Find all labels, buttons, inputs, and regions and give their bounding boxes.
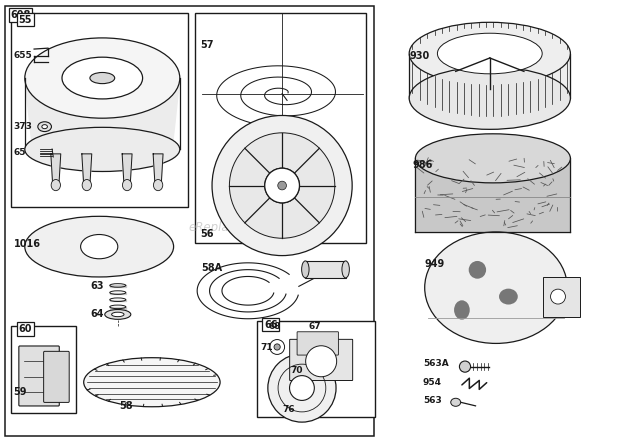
Ellipse shape (25, 38, 180, 118)
Ellipse shape (415, 134, 570, 183)
Text: 655: 655 (14, 51, 32, 60)
Text: 57: 57 (200, 41, 214, 50)
Ellipse shape (154, 179, 163, 190)
Text: 986: 986 (412, 160, 433, 170)
Text: 65: 65 (14, 148, 26, 157)
Circle shape (278, 181, 286, 190)
Polygon shape (122, 154, 132, 185)
Text: 56: 56 (200, 229, 214, 239)
Polygon shape (82, 154, 92, 185)
Text: 373: 373 (14, 122, 32, 131)
Text: 68: 68 (268, 322, 281, 331)
Text: 608: 608 (11, 10, 30, 20)
Polygon shape (110, 307, 126, 309)
Ellipse shape (342, 261, 350, 278)
Ellipse shape (25, 216, 174, 277)
Ellipse shape (105, 310, 131, 319)
Text: 563A: 563A (423, 359, 449, 368)
Ellipse shape (112, 312, 124, 317)
Circle shape (265, 168, 299, 203)
Text: 60: 60 (19, 324, 32, 334)
Ellipse shape (42, 124, 47, 129)
Circle shape (551, 289, 565, 304)
Circle shape (459, 361, 471, 372)
Polygon shape (110, 314, 126, 316)
Text: 76: 76 (282, 405, 294, 414)
Text: 55: 55 (19, 15, 32, 25)
Circle shape (212, 116, 352, 256)
Ellipse shape (469, 261, 486, 279)
Text: 58A: 58A (202, 263, 223, 273)
Text: 71: 71 (260, 343, 273, 352)
Ellipse shape (38, 122, 51, 132)
Polygon shape (25, 78, 180, 149)
FancyBboxPatch shape (43, 351, 69, 402)
Ellipse shape (409, 22, 570, 85)
Text: 1016: 1016 (14, 240, 41, 249)
Text: 954: 954 (423, 378, 442, 387)
Ellipse shape (425, 232, 567, 343)
Text: 70: 70 (290, 366, 303, 375)
Bar (195, 13, 366, 243)
Ellipse shape (265, 172, 299, 199)
Bar (5, 6, 374, 436)
Text: 563: 563 (423, 396, 441, 405)
Circle shape (270, 339, 285, 355)
Circle shape (306, 346, 337, 377)
Circle shape (290, 376, 314, 401)
FancyBboxPatch shape (297, 332, 339, 355)
Polygon shape (153, 154, 163, 185)
Ellipse shape (499, 289, 518, 305)
Polygon shape (51, 154, 61, 185)
Text: 67: 67 (309, 322, 321, 331)
Circle shape (229, 133, 335, 238)
Circle shape (268, 354, 336, 422)
Polygon shape (110, 293, 126, 294)
FancyBboxPatch shape (19, 346, 60, 406)
Text: 58: 58 (120, 401, 133, 411)
Text: 63: 63 (90, 281, 104, 291)
Bar (11, 13, 188, 207)
Text: 59: 59 (14, 388, 27, 397)
Ellipse shape (84, 358, 220, 407)
Polygon shape (409, 54, 570, 98)
Text: 949: 949 (425, 259, 445, 269)
Text: 64: 64 (90, 310, 104, 319)
Circle shape (265, 168, 299, 203)
Ellipse shape (301, 261, 309, 278)
Ellipse shape (82, 179, 92, 190)
Ellipse shape (409, 67, 570, 129)
Polygon shape (110, 285, 126, 287)
Ellipse shape (25, 128, 180, 171)
Ellipse shape (51, 179, 61, 190)
Ellipse shape (454, 300, 470, 320)
Polygon shape (110, 300, 126, 301)
Ellipse shape (62, 57, 143, 99)
Ellipse shape (122, 179, 131, 190)
Text: 930: 930 (409, 51, 430, 61)
Bar (11, 326, 76, 413)
FancyBboxPatch shape (290, 339, 353, 380)
Ellipse shape (90, 72, 115, 83)
Bar (257, 321, 375, 417)
Ellipse shape (81, 235, 118, 259)
Circle shape (274, 344, 280, 350)
Text: 66: 66 (264, 320, 278, 330)
Bar (542, 277, 580, 317)
Ellipse shape (438, 33, 542, 74)
Ellipse shape (451, 398, 461, 406)
Text: eReplacementParts.com: eReplacementParts.com (188, 221, 332, 234)
Bar (306, 261, 346, 278)
Polygon shape (415, 158, 570, 232)
